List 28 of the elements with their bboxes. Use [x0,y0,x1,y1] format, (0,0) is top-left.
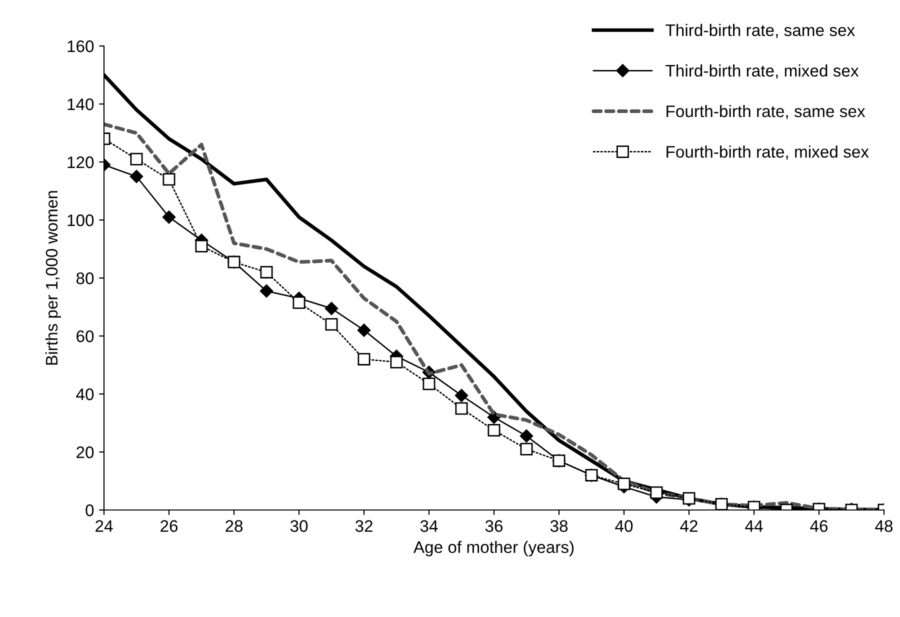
y-tick-label: 40 [76,388,94,400]
y-tick-label: 60 [76,330,94,342]
y-tick-label: 80 [76,272,94,284]
x-tick-label: 32 [355,520,372,532]
x-tick-label: 46 [810,520,828,532]
y-axis-title: Births per 1,000 women [45,191,61,365]
x-tick-label: 28 [226,520,243,532]
x-tick-label: 38 [550,520,568,532]
x-tick-label: 42 [680,520,698,532]
y-tick-label: 140 [68,98,94,110]
x-tick-label: 26 [160,520,178,532]
y-tick-label: 0 [86,504,94,516]
legend-label: Third-birth rate, same sex [666,24,855,38]
legend-label: Fourth-birth rate, same sex [666,104,866,120]
x-tick-label: 48 [875,520,893,532]
legend-label: Third-birth rate, mixed sex [666,64,859,79]
legend-label: Fourth-birth rate, mixed sex [666,145,869,160]
y-tick-label: 160 [68,40,94,52]
y-tick-label: 120 [68,156,94,168]
y-tick-label: 20 [76,446,94,458]
x-tick-label: 44 [745,520,763,532]
x-tick-label: 40 [615,520,633,532]
y-tick-label: 100 [68,214,94,226]
x-tick-label: 34 [420,520,438,532]
x-tick-label: 36 [485,520,503,532]
x-tick-label: 24 [96,520,113,532]
x-tick-label: 30 [290,520,308,532]
x-axis-title: Age of mother (years) [413,540,574,556]
